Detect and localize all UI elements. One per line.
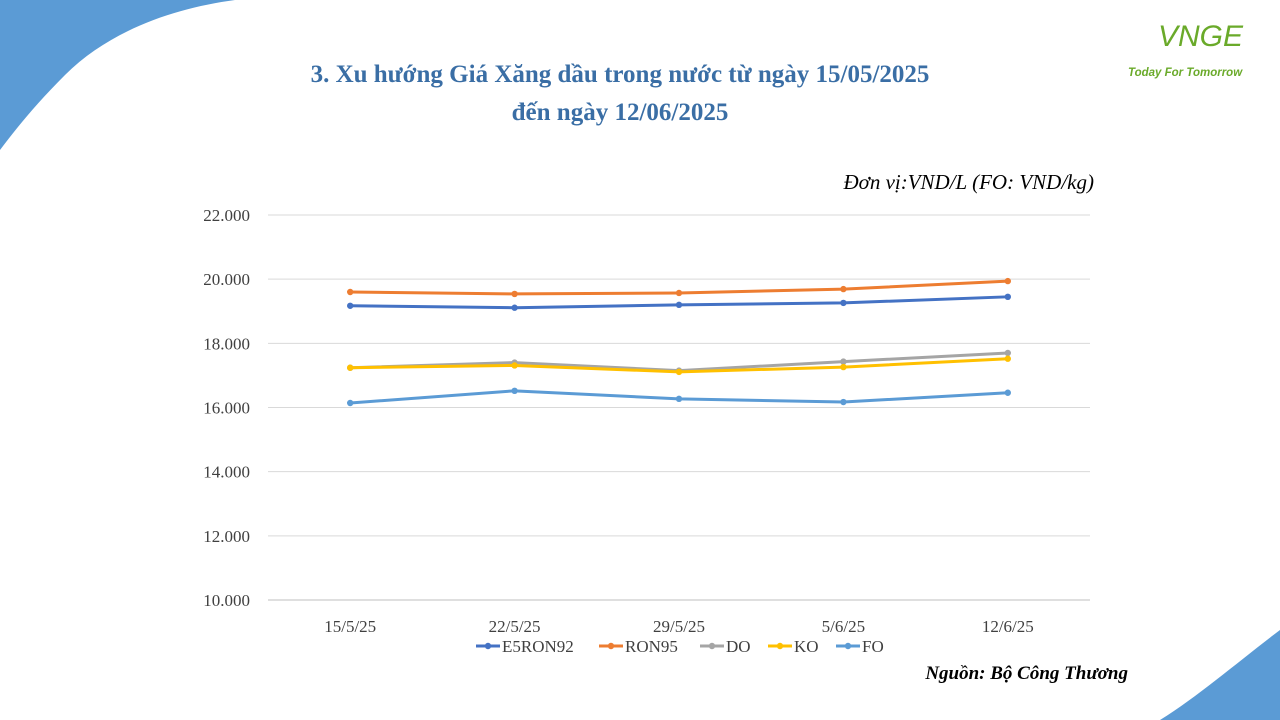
y-tick-label: 12.000 [203, 527, 250, 546]
data-point-do [1004, 349, 1011, 357]
legend-label-fo: FO [862, 637, 884, 656]
data-point-ko [675, 368, 683, 376]
vnge-logo: VNGE Today For Tomorrow [1120, 12, 1270, 92]
legend-marker-ko [776, 642, 784, 650]
data-point-ko [1004, 355, 1011, 362]
data-point-e5ron92 [1004, 293, 1011, 301]
legend-label-do: DO [726, 637, 751, 656]
legend-label-ko: KO [794, 637, 819, 656]
data-point-fo [840, 398, 847, 406]
x-tick-label: 29/5/25 [653, 617, 705, 636]
legend-marker-ron95 [607, 642, 615, 650]
data-point-do [840, 358, 847, 365]
data-point-ron95 [1004, 277, 1011, 285]
data-point-fo [511, 387, 518, 395]
data-point-e5ron92 [347, 302, 354, 309]
logo-mark: VNGE [1158, 20, 1244, 53]
legend-label-e5ron92: E5RON92 [502, 637, 574, 656]
title-line-1: 3. Xu hướng Giá Xăng dầu trong nước từ n… [310, 61, 930, 88]
data-point-ko [511, 362, 518, 369]
bottom-right-wave [1160, 630, 1280, 720]
y-tick-label: 22.000 [203, 206, 250, 225]
legend-marker-e5ron92 [484, 642, 492, 650]
data-point-fo [675, 395, 683, 403]
y-tick-label: 20.000 [203, 270, 250, 289]
top-left-wave [0, 0, 235, 150]
x-tick-label: 5/6/25 [822, 617, 865, 636]
data-point-ron95 [347, 288, 354, 296]
y-tick-label: 18.000 [203, 334, 250, 353]
data-point-ron95 [511, 290, 518, 298]
data-point-fo [1004, 389, 1011, 396]
legend-label-ron95: RON95 [625, 637, 678, 656]
source-label: Nguồn: Bộ Công Thương [925, 663, 1128, 684]
data-point-e5ron92 [511, 304, 518, 311]
y-tick-label: 16.000 [203, 399, 250, 418]
logo-tagline: Today For Tomorrow [1128, 67, 1243, 79]
legend-marker-fo [844, 642, 852, 650]
title-line-2: đến ngày 12/06/2025 [511, 99, 729, 126]
y-tick-label: 10.000 [203, 591, 250, 610]
data-point-e5ron92 [675, 301, 683, 309]
y-tick-label: 14.000 [203, 463, 250, 482]
x-tick-label: 12/6/25 [982, 617, 1034, 636]
unit-label: Đơn vị:VND/L (FO: VND/kg) [843, 170, 1094, 194]
data-point-e5ron92 [840, 299, 847, 307]
data-point-ron95 [840, 285, 847, 293]
x-tick-label: 15/5/25 [324, 617, 376, 636]
x-tick-label: 22/5/25 [489, 617, 541, 636]
data-point-fo [347, 399, 354, 407]
data-point-ron95 [675, 289, 683, 297]
data-point-ko [347, 364, 354, 371]
legend-marker-do [708, 642, 716, 650]
data-point-ko [840, 363, 847, 371]
